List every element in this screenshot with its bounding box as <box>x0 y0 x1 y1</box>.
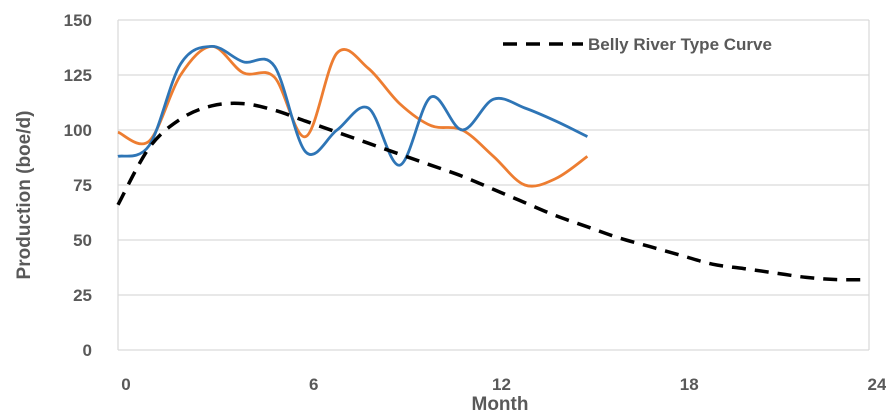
x-tick-label: 18 <box>680 375 699 394</box>
production-series-line-1 <box>117 44 589 188</box>
x-tick-label: 0 <box>121 375 130 394</box>
production-series-line-2 <box>117 44 588 167</box>
x-tick-label: 12 <box>492 375 511 394</box>
y-tick-labels: 0 25 50 75 100 125 150 <box>64 11 92 360</box>
x-axis-title: Month <box>472 394 529 414</box>
series-lines <box>116 44 870 282</box>
y-tick-label: 0 <box>83 341 92 360</box>
y-tick-label: 50 <box>73 231 92 250</box>
y-tick-label: 75 <box>73 176 92 195</box>
y-tick-label: 125 <box>64 66 92 85</box>
y-axis-title: Production (boe/d) <box>14 111 35 280</box>
x-tick-label: 24 <box>868 375 886 394</box>
y-tick-label: 25 <box>73 286 92 305</box>
gridlines <box>117 19 870 351</box>
y-tick-label: 150 <box>64 11 92 30</box>
x-tick-label: 6 <box>309 375 318 394</box>
y-tick-label: 100 <box>64 121 92 140</box>
x-tick-labels: 0 6 12 18 24 <box>121 375 886 394</box>
legend-label: Belly River Type Curve <box>588 35 772 54</box>
legend: Belly River Type Curve <box>503 35 772 54</box>
type-curve-line <box>116 101 870 282</box>
